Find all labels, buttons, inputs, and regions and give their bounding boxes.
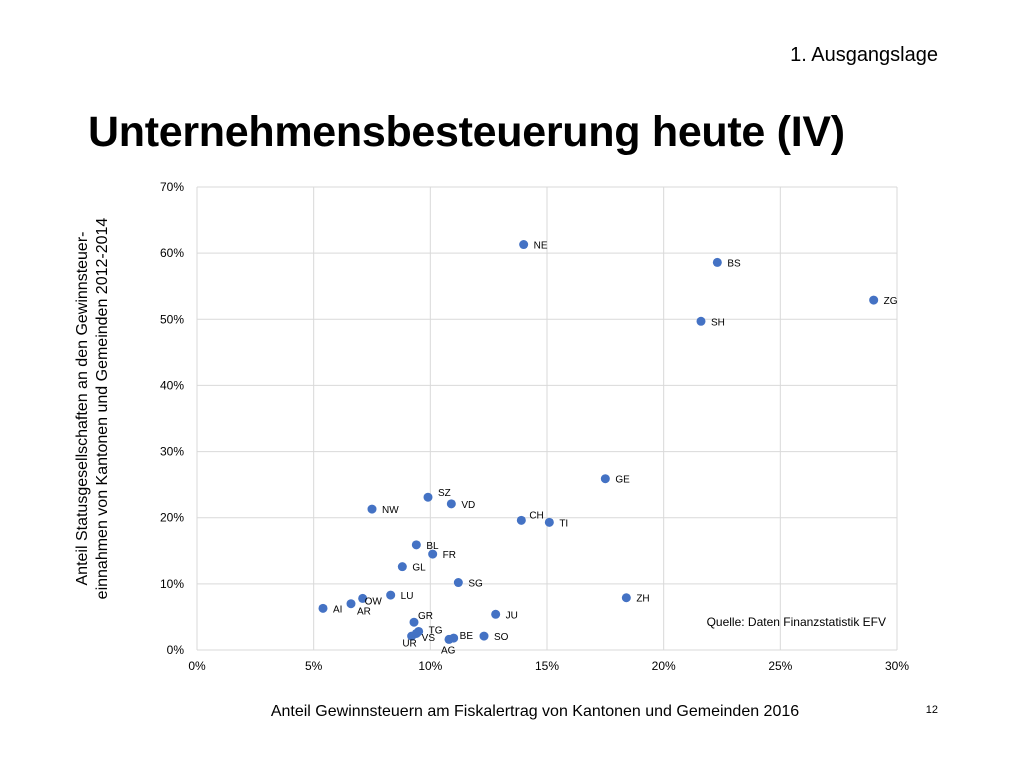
point-label: FR	[443, 550, 456, 561]
data-point-ne	[519, 240, 529, 250]
point-label: TG	[429, 625, 443, 636]
point-label: JU	[506, 610, 518, 621]
data-point-be	[449, 633, 459, 643]
y-tick-label: 0%	[167, 643, 185, 657]
data-point-ur	[411, 628, 421, 638]
point-label: SZ	[438, 488, 451, 499]
point-label: BS	[727, 258, 741, 269]
y-tick-label: 50%	[160, 312, 184, 326]
data-point-ju	[491, 609, 501, 619]
data-point-gl	[397, 562, 407, 572]
data-point-fr	[428, 549, 438, 559]
point-label: SH	[711, 317, 725, 328]
point-label: GE	[615, 475, 630, 486]
x-tick-label: 25%	[768, 659, 792, 673]
y-axis-title-line: einnahmen von Kantonen und Gemeinden 201…	[94, 218, 111, 600]
data-point-so	[479, 631, 489, 641]
axis-titles: Anteil Gewinnsteuern am Fiskalertrag von…	[74, 218, 886, 720]
point-label: VS	[422, 633, 436, 644]
data-point-ge	[600, 474, 610, 484]
y-tick-label: 10%	[160, 577, 184, 591]
point-label: NE	[534, 241, 548, 252]
section-label: 1. Ausgangslage	[790, 44, 938, 66]
x-tick-label: 5%	[305, 659, 323, 673]
x-tick-label: 0%	[188, 659, 206, 673]
point-label: OW	[365, 596, 383, 607]
x-tick-label: 30%	[885, 659, 909, 673]
data-point-sz	[423, 492, 433, 502]
data-point-sg	[453, 578, 463, 588]
x-tick-label: 15%	[535, 659, 559, 673]
y-tick-label: 60%	[160, 246, 184, 260]
point-label: TI	[559, 518, 568, 529]
y-tick-label: 70%	[160, 180, 184, 194]
data-point-ai	[318, 603, 328, 613]
y-tick-label: 40%	[160, 378, 184, 392]
x-axis-title: Anteil Gewinnsteuern am Fiskalertrag von…	[271, 703, 799, 720]
data-point-zg	[869, 295, 879, 305]
x-tick-label: 20%	[652, 659, 676, 673]
y-axis-title-line: Anteil Statusgesellschaften an den Gewin…	[74, 232, 91, 586]
data-point-lu	[386, 590, 396, 600]
data-points	[318, 240, 879, 644]
page-title: Unternehmensbesteuerung heute (IV)	[88, 108, 845, 156]
point-label: AR	[357, 607, 371, 618]
point-label: BL	[426, 541, 439, 552]
data-point-bs	[712, 257, 722, 267]
data-point-gr	[409, 617, 419, 627]
data-point-ti	[544, 517, 554, 527]
data-point-ch	[516, 515, 526, 525]
data-point-bl	[411, 540, 421, 550]
point-label: BE	[460, 631, 474, 642]
data-point-ar	[346, 599, 356, 609]
point-label: VD	[461, 500, 475, 511]
data-point-nw	[367, 504, 377, 514]
y-tick-label: 20%	[160, 511, 184, 525]
data-point-ow	[358, 593, 368, 603]
page-number: 12	[925, 704, 938, 716]
source-annotation: Quelle: Daten Finanzstatistik EFV	[707, 615, 886, 629]
point-label: NW	[382, 505, 399, 516]
x-tick-label: 10%	[418, 659, 442, 673]
data-point-sh	[696, 316, 706, 326]
point-label: AI	[333, 604, 342, 615]
data-point-vd	[446, 499, 456, 509]
point-label: GL	[412, 563, 426, 574]
point-label: CH	[529, 510, 543, 521]
y-tick-label: 30%	[160, 445, 184, 459]
axes: 0% 5% 10% 15% 20% 25% 30% 0% 10% 20% 30% 40% 50% 60% 7…	[160, 180, 909, 673]
point-label: SG	[468, 579, 483, 590]
point-label: UR	[402, 638, 416, 649]
data-point-zh	[621, 593, 631, 603]
gridlines	[196, 186, 898, 651]
point-label: ZG	[884, 296, 898, 307]
point-label: ZH	[636, 594, 649, 605]
point-label: SO	[494, 632, 509, 643]
point-label: AG	[441, 645, 456, 656]
point-label: GR	[418, 611, 433, 622]
point-label: LU	[401, 591, 414, 602]
